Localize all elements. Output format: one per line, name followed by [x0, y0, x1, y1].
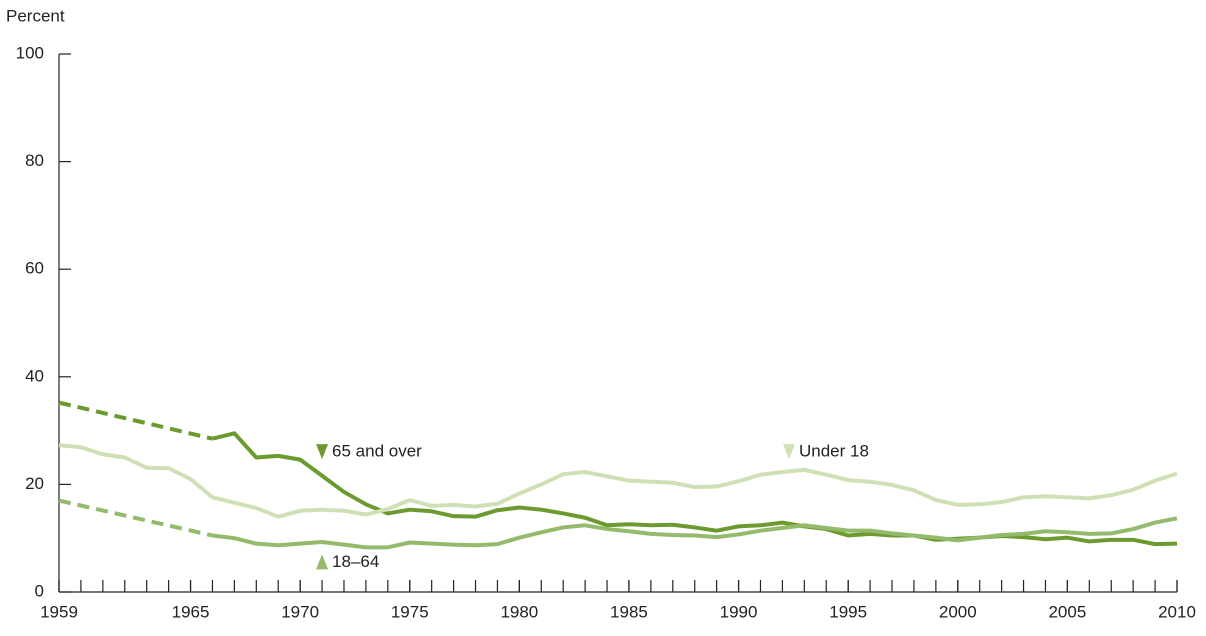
- series-label: Under 18: [799, 442, 869, 461]
- gap-bridge: [58, 400, 213, 441]
- series-line: [211, 431, 1178, 547]
- y-tick-label: 60: [25, 259, 44, 278]
- x-tick-label: 2005: [1048, 602, 1086, 621]
- y-tick-label: 40: [25, 366, 44, 385]
- x-tick-label: 2000: [939, 602, 977, 621]
- x-tick-label: 1965: [172, 602, 210, 621]
- gap-bridge: [58, 498, 213, 538]
- label-marker: [316, 444, 329, 460]
- x-tick-label: 1980: [500, 602, 538, 621]
- y-tick-label: 20: [25, 474, 44, 493]
- x-tick-label: 1995: [829, 602, 867, 621]
- y-tick-label: 80: [25, 151, 44, 170]
- x-tick-label: 2010: [1158, 602, 1196, 621]
- x-tick-label: 1975: [391, 602, 429, 621]
- label-marker: [782, 444, 795, 460]
- label-marker: [316, 554, 329, 570]
- y-tick-label: 0: [35, 581, 44, 600]
- x-tick-label: 1959: [40, 602, 78, 621]
- series-line: [58, 443, 1178, 519]
- x-tick-label: 1990: [720, 602, 758, 621]
- series-line: [212, 516, 1178, 550]
- series-label: 65 and over: [332, 442, 422, 461]
- series-label: 18–64: [332, 552, 379, 571]
- x-tick-label: 1985: [610, 602, 648, 621]
- x-tick-label: 1970: [281, 602, 319, 621]
- y-tick-label: 100: [16, 43, 44, 62]
- y-axis-label: Percent: [6, 6, 65, 25]
